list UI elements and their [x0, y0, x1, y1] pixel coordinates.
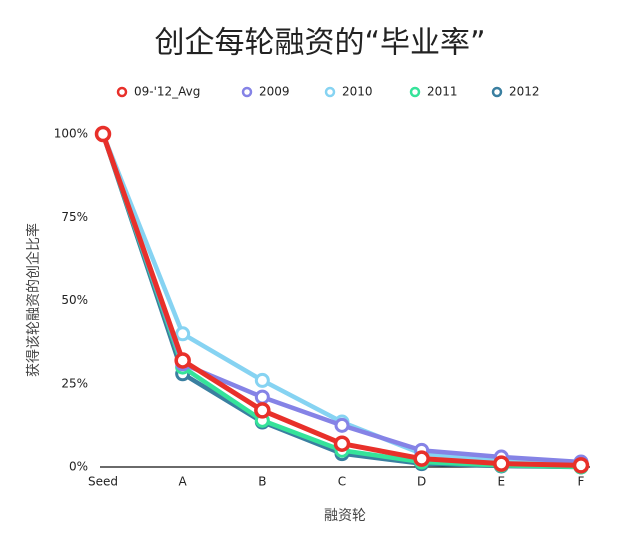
x-tick-label: C: [338, 475, 346, 489]
series-line: [100, 133, 582, 466]
legend-marker: [116, 86, 128, 98]
legend-marker: [409, 86, 421, 98]
chart-title: 创企每轮融资的“毕业率”: [154, 26, 485, 61]
y-tick-label: 25%: [61, 376, 88, 390]
data-point: [254, 402, 271, 419]
legend-label: 2012: [509, 85, 540, 99]
y-tick-label: 50%: [61, 293, 88, 307]
legend-marker: [491, 86, 503, 98]
y-tick-label: 75%: [61, 210, 88, 224]
x-tick-label: A: [179, 475, 188, 489]
x-tick-label: F: [578, 475, 585, 489]
x-tick-label: D: [417, 475, 426, 489]
data-point: [493, 455, 510, 472]
legend-label: 2009: [259, 85, 290, 99]
data-point: [333, 435, 351, 452]
data-point: [94, 125, 112, 143]
data-point: [334, 417, 350, 433]
x-tick-label: E: [498, 475, 506, 489]
series-line: [100, 133, 582, 465]
data-point: [413, 450, 430, 467]
data-point: [254, 389, 270, 405]
x-axis-label: 融资轮: [324, 508, 366, 524]
legend-label: 2011: [427, 85, 458, 99]
legend-label: 2010: [342, 85, 373, 99]
data-point: [572, 457, 590, 474]
y-tick-label: 0%: [69, 460, 88, 474]
y-axis-label: 获得该轮融资的创企比率: [25, 223, 42, 377]
legend-marker: [241, 86, 253, 98]
y-tick-label: 100%: [54, 127, 88, 141]
x-tick-label: Seed: [88, 475, 118, 489]
data-point: [174, 352, 191, 369]
x-tick-label: B: [258, 475, 266, 489]
data-point: [175, 326, 191, 342]
legend-marker: [324, 86, 336, 98]
legend-label: 09-'12_Avg: [134, 85, 200, 99]
data-point: [254, 372, 270, 388]
